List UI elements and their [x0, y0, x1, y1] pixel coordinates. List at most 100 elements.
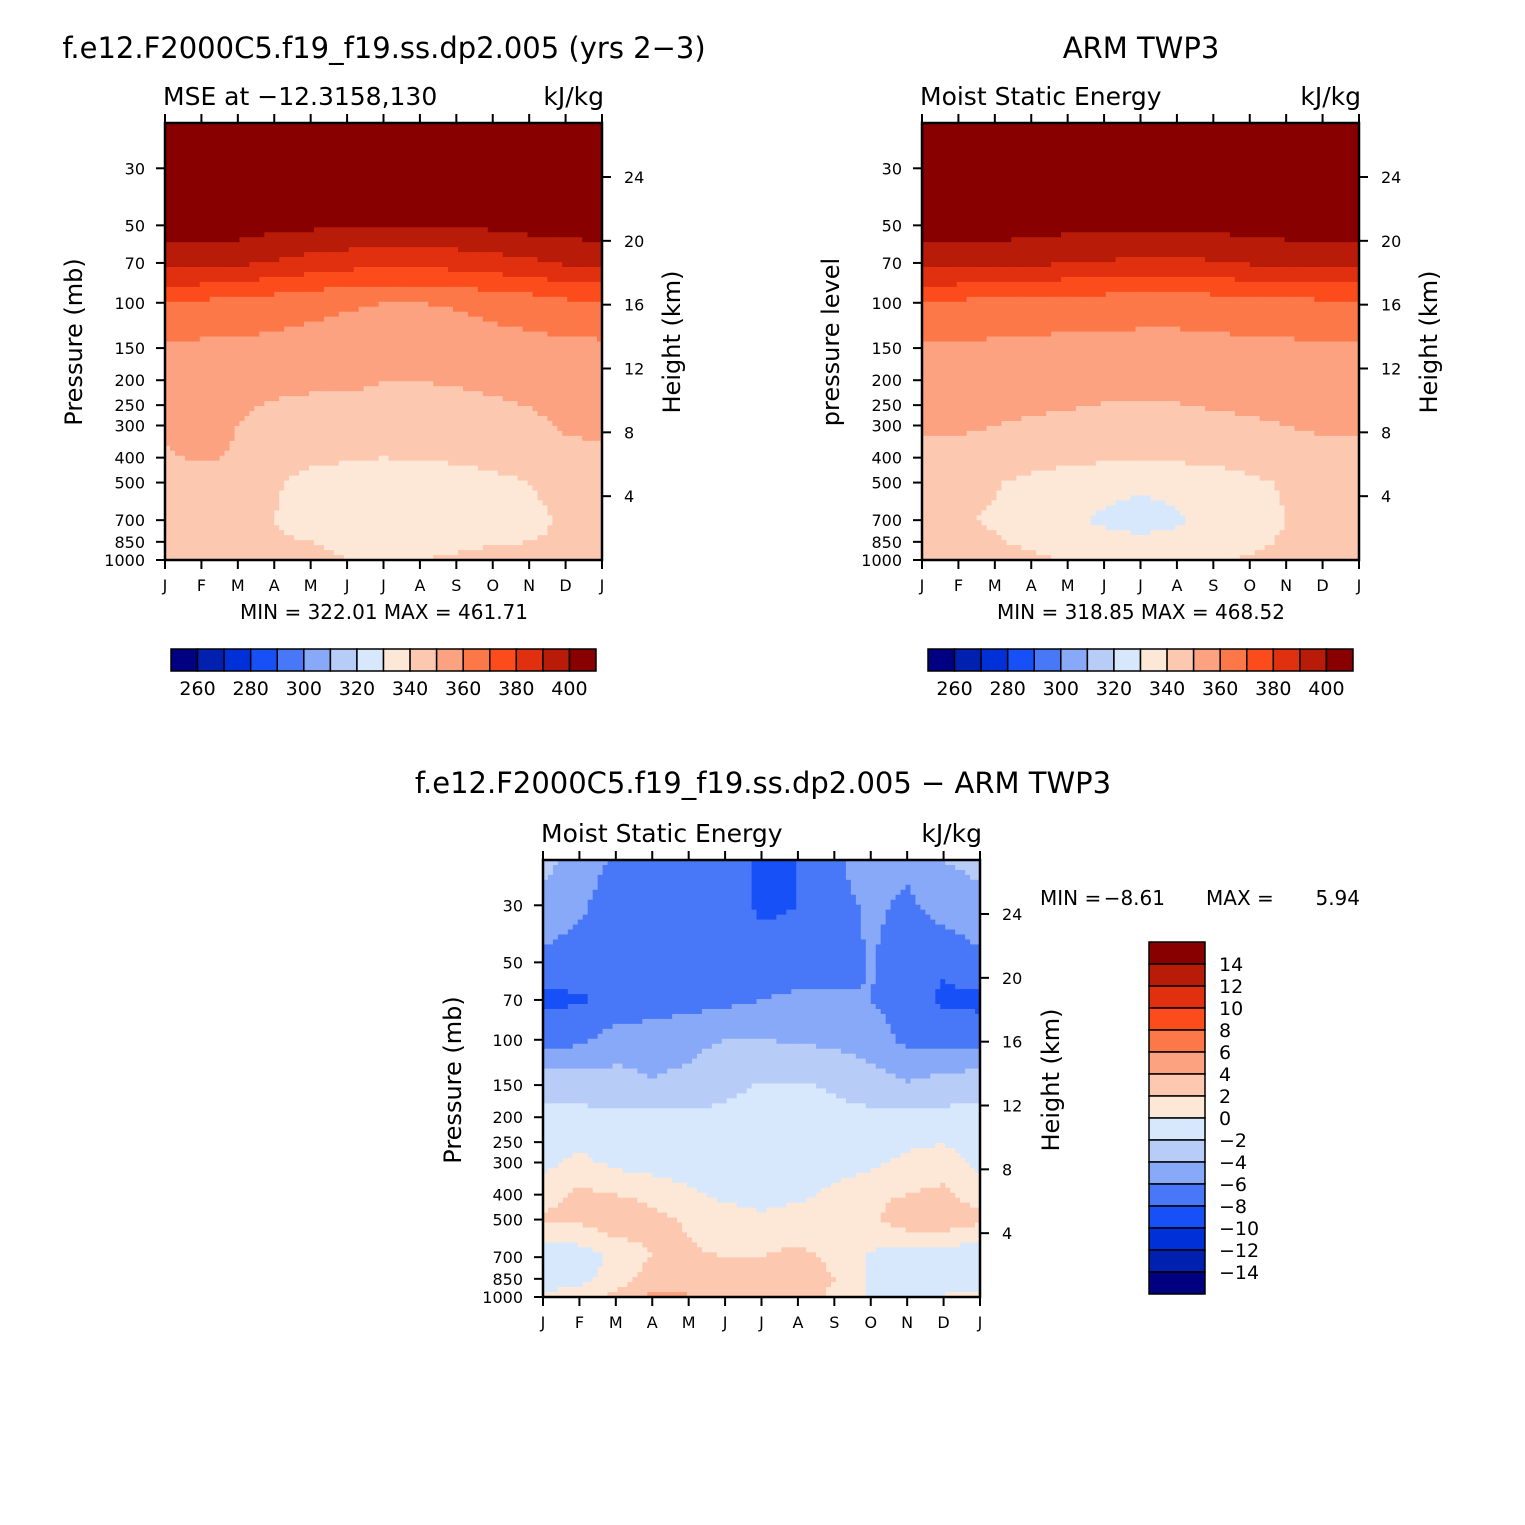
- heatmap-cell: [279, 366, 285, 372]
- heatmap-cell: [204, 202, 211, 209]
- heatmap-cell: [557, 371, 563, 377]
- heatmap-cell: [423, 326, 429, 333]
- heatmap-cell: [323, 396, 330, 402]
- heatmap-cell: [229, 286, 236, 293]
- heatmap-cell: [224, 366, 231, 372]
- heatmap-cell: [254, 271, 260, 278]
- heatmap-cell: [313, 331, 320, 338]
- heatmap-cell: [517, 177, 524, 184]
- heatmap-cell: [299, 132, 305, 139]
- heatmap-cell: [284, 306, 290, 313]
- heatmap-cell: [318, 247, 325, 253]
- heatmap-cell: [453, 237, 459, 243]
- heatmap-cell: [199, 242, 206, 248]
- heatmap-cell: [214, 386, 221, 392]
- heatmap-cell: [537, 271, 544, 278]
- panel-obs-y-left-label: pressure level: [817, 258, 845, 426]
- heatmap-cell: [348, 386, 355, 392]
- heatmap-cell: [299, 137, 305, 144]
- heatmap-cell: [567, 326, 573, 333]
- heatmap-cell: [448, 326, 454, 333]
- heatmap-cell: [408, 247, 414, 253]
- heatmap-cell: [194, 351, 201, 357]
- heatmap-cell: [443, 257, 449, 263]
- heatmap-cell: [313, 262, 320, 268]
- heatmap-cell: [214, 177, 221, 184]
- heatmap-cell: [393, 316, 399, 323]
- heatmap-cell: [547, 286, 553, 293]
- heatmap-cell: [313, 162, 320, 169]
- heatmap-cell: [462, 157, 469, 164]
- heatmap-cell: [373, 276, 380, 283]
- heatmap-cell: [333, 351, 340, 357]
- heatmap-cell: [438, 276, 444, 283]
- heatmap-cell: [249, 366, 255, 372]
- heatmap-cell: [567, 172, 573, 179]
- heatmap-cell: [363, 127, 370, 134]
- heatmap-cell: [582, 132, 588, 139]
- heatmap-cell: [462, 381, 469, 387]
- heatmap-cell: [358, 187, 365, 194]
- heatmap-cell: [592, 252, 598, 258]
- heatmap-cell: [284, 152, 290, 159]
- heatmap-cell: [209, 276, 216, 283]
- heatmap-cell: [507, 306, 514, 313]
- heatmap-cell: [423, 202, 429, 209]
- heatmap-cell: [393, 346, 399, 353]
- heatmap-cell: [393, 172, 399, 179]
- heatmap-cell: [462, 197, 469, 204]
- heatmap-cell: [264, 202, 270, 209]
- heatmap-cell: [453, 271, 459, 278]
- heatmap-cell: [582, 152, 588, 159]
- heatmap-cell: [532, 351, 539, 357]
- heatmap-cell: [189, 123, 196, 129]
- heatmap-cell: [487, 262, 494, 268]
- heatmap-cell: [373, 252, 380, 258]
- heatmap-cell: [453, 396, 459, 402]
- heatmap-cell: [184, 217, 191, 223]
- heatmap-cell: [199, 257, 206, 263]
- heatmap-cell: [532, 371, 539, 377]
- heatmap-cell: [587, 252, 593, 258]
- heatmap-cell: [313, 401, 320, 407]
- heatmap-cell: [408, 276, 414, 283]
- heatmap-cell: [294, 192, 300, 199]
- heatmap-cell: [353, 351, 360, 357]
- heatmap-cell: [453, 321, 459, 328]
- heatmap-cell: [368, 207, 375, 213]
- heatmap-cell: [279, 147, 285, 154]
- heatmap-cell: [174, 187, 181, 194]
- heatmap-cell: [189, 267, 196, 273]
- heatmap-cell: [572, 167, 578, 174]
- heatmap-cell: [462, 242, 469, 248]
- heatmap-cell: [542, 207, 548, 213]
- heatmap-cell: [264, 147, 270, 154]
- heatmap-cell: [462, 237, 469, 243]
- heatmap-cell: [512, 257, 519, 263]
- heatmap-cell: [204, 321, 211, 328]
- heatmap-cell: [299, 351, 305, 357]
- heatmap-cell: [552, 157, 558, 164]
- heatmap-cell: [333, 197, 340, 204]
- heatmap-cell: [189, 386, 196, 392]
- heatmap-cell: [269, 321, 275, 328]
- heatmap-cell: [507, 222, 514, 228]
- heatmap-cell: [179, 291, 186, 298]
- heatmap-cell: [169, 386, 176, 392]
- heatmap-cell: [318, 157, 325, 164]
- heatmap-cell: [438, 232, 444, 238]
- heatmap-cell: [234, 371, 241, 377]
- heatmap-cell: [169, 137, 176, 144]
- heatmap-cell: [244, 247, 251, 253]
- heatmap-cell: [448, 187, 454, 194]
- heatmap-cell: [279, 237, 285, 243]
- heatmap-cell: [194, 331, 201, 338]
- heatmap-cell: [219, 137, 226, 144]
- heatmap-cell: [438, 267, 444, 273]
- heatmap-cell: [577, 152, 583, 159]
- heatmap-cell: [214, 401, 221, 407]
- heatmap-cell: [457, 177, 464, 184]
- heatmap-cell: [433, 177, 439, 184]
- heatmap-cell: [169, 396, 176, 402]
- heatmap-cell: [358, 321, 365, 328]
